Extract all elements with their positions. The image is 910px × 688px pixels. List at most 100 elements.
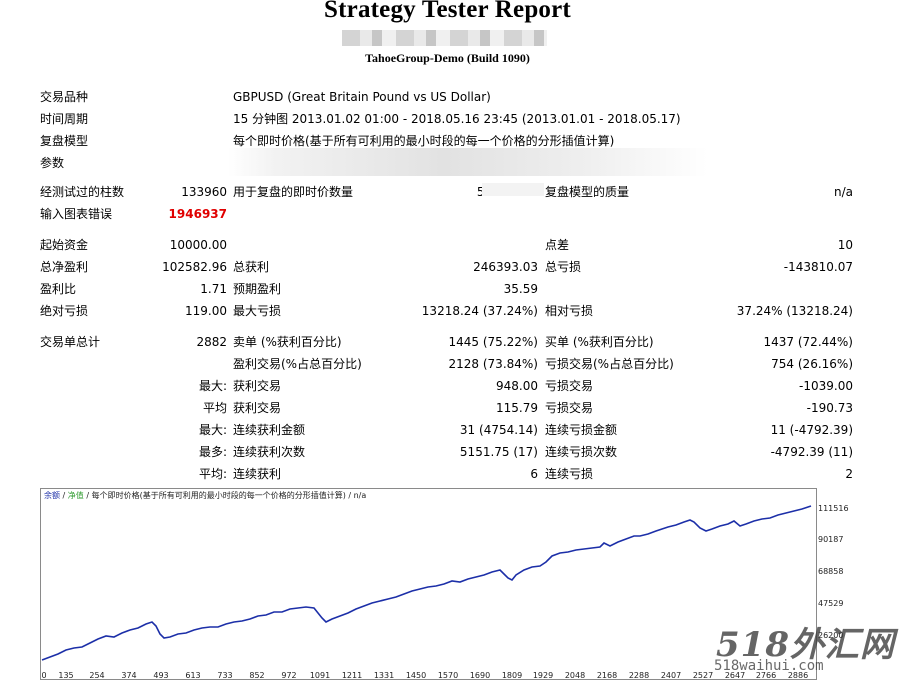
max-consecutive-losses-value: 11 (-4792.39) bbox=[770, 423, 853, 437]
ticks-label: 用于复盘的即时价数量 bbox=[233, 185, 354, 199]
redacted-ticks bbox=[482, 183, 544, 196]
deposit-value: 10000.00 bbox=[169, 238, 227, 252]
spread-value: 10 bbox=[837, 238, 853, 252]
average-consecutive-wins-label: 连续获利 bbox=[233, 467, 282, 481]
params-label: 参数 bbox=[40, 156, 65, 170]
quality-label: 复盘模型的质量 bbox=[545, 185, 630, 199]
redacted-params bbox=[228, 148, 708, 176]
total-trades-label: 交易单总计 bbox=[40, 335, 101, 349]
maximal-label: 最多: bbox=[198, 445, 227, 459]
average-consecutive-losses-value: 2 bbox=[845, 467, 853, 481]
spread-label: 点差 bbox=[545, 238, 570, 252]
y-tick: 90187 bbox=[818, 535, 844, 544]
errors-value: 1946937 bbox=[168, 207, 227, 221]
legend-model: / 每个即时价格(基于所有可利用的最小时段的每一个价格的分形插值计算) / n/… bbox=[86, 491, 367, 500]
max-consecutive-losses-label: 连续亏损金额 bbox=[545, 423, 618, 437]
report-subtitle: TahoeGroup-Demo (Build 1090) bbox=[365, 51, 530, 65]
balance-line bbox=[41, 505, 812, 661]
abs-drawdown-value: 119.00 bbox=[185, 304, 227, 318]
total-trades-value: 2882 bbox=[196, 335, 227, 349]
profit-factor-value: 1.71 bbox=[200, 282, 227, 296]
deposit-label: 起始资金 bbox=[40, 238, 89, 252]
gross-loss-value: -143810.07 bbox=[783, 260, 853, 274]
largest-profit-value: 948.00 bbox=[496, 379, 538, 393]
gross-loss-label: 总亏损 bbox=[545, 260, 582, 274]
period-value: 15 分钟图 2013.01.02 01:00 - 2018.05.16 23:… bbox=[233, 112, 681, 126]
rel-drawdown-value: 37.24% (13218.24) bbox=[736, 304, 853, 318]
x-tick: 374 bbox=[121, 671, 137, 680]
x-tick: 2048 bbox=[564, 671, 586, 680]
maximal-losses-value: -4792.39 (11) bbox=[770, 445, 853, 459]
maximal-losses-label: 连续亏损次数 bbox=[545, 445, 618, 459]
loss-trades-label: 亏损交易(%占总百分比) bbox=[545, 357, 674, 371]
average-consecutive-wins-value: 6 bbox=[530, 467, 538, 481]
expected-payoff-value: 35.59 bbox=[503, 282, 538, 296]
long-positions-label: 买单 (%获利百分比) bbox=[545, 335, 654, 349]
x-tick: 733 bbox=[217, 671, 233, 680]
errors-label: 输入图表错误 bbox=[40, 207, 113, 221]
y-tick: 68858 bbox=[818, 567, 844, 576]
average-profit-value: 115.79 bbox=[496, 401, 538, 415]
x-tick: 1809 bbox=[501, 671, 523, 680]
gross-profit-value: 246393.03 bbox=[473, 260, 538, 274]
model-value: 每个即时价格(基于所有可利用的最小时段的每一个价格的分形插值计算) bbox=[233, 134, 615, 148]
profit-trades-label: 盈利交易(%占总百分比) bbox=[233, 357, 362, 371]
x-tick: 2288 bbox=[628, 671, 650, 680]
average-loss-value: -190.73 bbox=[806, 401, 853, 415]
x-tick: 1929 bbox=[532, 671, 554, 680]
report-title: Strategy Tester Report bbox=[324, 0, 571, 23]
profit-trades-value: 2128 (73.84%) bbox=[448, 357, 538, 371]
gross-profit-label: 总获利 bbox=[233, 260, 270, 274]
net-profit-value: 102582.96 bbox=[162, 260, 227, 274]
x-tick: 0 bbox=[41, 671, 47, 680]
max-drawdown-label: 最大亏损 bbox=[233, 304, 282, 318]
loss-trades-value: 754 (26.16%) bbox=[771, 357, 853, 371]
average-loss-label: 亏损交易 bbox=[545, 401, 594, 415]
symbol-label: 交易品种 bbox=[40, 90, 89, 104]
bars-value: 133960 bbox=[181, 185, 227, 199]
average-consecutive-label: 平均: bbox=[198, 467, 227, 481]
average-profit-label: 获利交易 bbox=[233, 401, 282, 415]
symbol-value: GBPUSD (Great Britain Pound vs US Dollar… bbox=[233, 90, 491, 104]
y-tick: 111516 bbox=[818, 504, 849, 513]
x-tick: 2647 bbox=[724, 671, 746, 680]
long-positions-value: 1437 (72.44%) bbox=[763, 335, 853, 349]
short-positions-label: 卖单 (%获利百分比) bbox=[233, 335, 342, 349]
site-watermark-logo: 518外汇网 bbox=[716, 625, 895, 665]
max-consecutive-wins-label: 连续获利金额 bbox=[233, 423, 306, 437]
x-tick: 2407 bbox=[660, 671, 682, 680]
x-tick: 1450 bbox=[405, 671, 427, 680]
largest-label: 最大: bbox=[198, 379, 227, 393]
x-tick: 852 bbox=[249, 671, 265, 680]
x-tick: 1570 bbox=[437, 671, 459, 680]
x-tick: 2168 bbox=[596, 671, 618, 680]
maximal-wins-label: 连续获利次数 bbox=[233, 445, 306, 459]
x-tick: 1331 bbox=[373, 671, 395, 680]
legend-equity: 净值 bbox=[67, 491, 84, 500]
profit-factor-label: 盈利比 bbox=[40, 282, 77, 296]
net-profit-label: 总净盈利 bbox=[40, 260, 89, 274]
x-tick: 1091 bbox=[309, 671, 331, 680]
legend-separator: / bbox=[62, 491, 66, 500]
x-tick: 135 bbox=[58, 671, 74, 680]
largest-loss-value: -1039.00 bbox=[799, 379, 853, 393]
x-tick: 2527 bbox=[692, 671, 714, 680]
abs-drawdown-label: 绝对亏损 bbox=[40, 304, 89, 318]
model-label: 复盘模型 bbox=[40, 134, 89, 148]
legend-balance: 余额 bbox=[44, 491, 60, 500]
y-tick: 26200 bbox=[818, 631, 844, 640]
x-tick: 972 bbox=[281, 671, 297, 680]
largest-loss-label: 亏损交易 bbox=[545, 379, 594, 393]
average-label: 平均 bbox=[202, 401, 227, 415]
chart-legend: 余额 / 净值 / 每个即时价格(基于所有可利用的最小时段的每一个价格的分形插值… bbox=[44, 490, 366, 501]
period-label: 时间周期 bbox=[40, 112, 89, 126]
max-consecutive-label: 最大: bbox=[198, 423, 227, 437]
largest-profit-label: 获利交易 bbox=[233, 379, 282, 393]
max-consecutive-wins-value: 31 (4754.14) bbox=[459, 423, 538, 437]
rel-drawdown-label: 相对亏损 bbox=[545, 304, 594, 318]
x-tick: 1690 bbox=[469, 671, 491, 680]
short-positions-value: 1445 (75.22%) bbox=[448, 335, 538, 349]
expected-payoff-label: 预期盈利 bbox=[233, 282, 282, 296]
quality-value: n/a bbox=[833, 185, 853, 199]
